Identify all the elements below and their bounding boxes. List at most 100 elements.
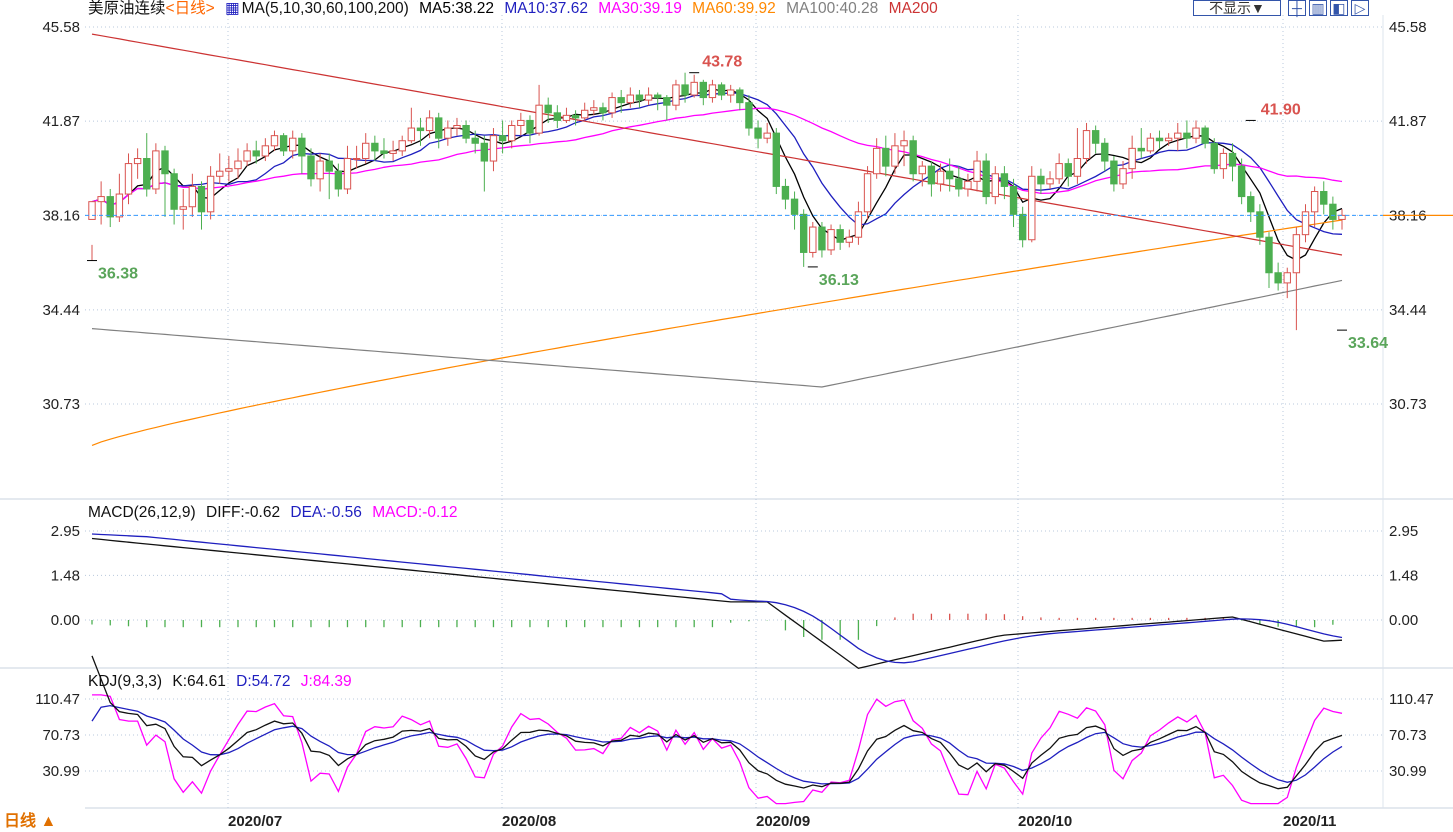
candle-down (143, 158, 151, 190)
candle-down (435, 117, 443, 139)
candle-down (307, 155, 315, 180)
low-annotation: 36.13 (819, 272, 859, 289)
candle-up (489, 135, 498, 162)
macd-diff-value: DIFF:-0.62 (206, 504, 281, 521)
y-tick-label-left: 30.73 (42, 396, 80, 413)
candle-down (571, 114, 580, 119)
candle-up (1046, 178, 1054, 185)
candle-up (809, 226, 817, 253)
y-tick-label-left: 41.87 (42, 113, 80, 130)
next-icon[interactable]: ▷ (1351, 0, 1369, 16)
candle-down (617, 97, 625, 104)
candle-down (498, 135, 507, 142)
candle-down (781, 185, 790, 200)
candle-down (526, 119, 534, 134)
candle-down (1183, 132, 1191, 139)
candle-up (1146, 137, 1155, 152)
candle-up (690, 81, 698, 96)
candle-down (754, 127, 762, 139)
candle-up (407, 127, 416, 142)
candle-up (562, 114, 571, 121)
candle-down (416, 127, 425, 132)
candle-up (1310, 191, 1319, 213)
ma10-line (91, 92, 1343, 235)
candle-down (170, 173, 178, 210)
candle-up (508, 125, 516, 142)
candle-up (225, 168, 233, 172)
candle-up (918, 165, 926, 175)
ma100-value: MA100:40.28 (786, 0, 879, 17)
y-tick-label-left: 0.00 (51, 612, 80, 629)
candle-up (179, 206, 187, 210)
candle-down (927, 165, 936, 185)
candle-up (1055, 163, 1063, 180)
candle-up (581, 109, 589, 119)
candle-up (1082, 130, 1091, 160)
candle-up (991, 173, 999, 198)
candle-up (261, 145, 270, 157)
kdj-k-value: K:64.61 (172, 673, 226, 690)
candle-down (298, 137, 306, 157)
low-annotation: 36.38 (98, 266, 138, 283)
high-annotation: 43.78 (702, 54, 742, 71)
candle-down (818, 226, 826, 251)
candle-up (1119, 168, 1127, 185)
y-tick-label-right: 30.99 (1389, 763, 1427, 780)
candle-up (124, 163, 133, 195)
candle-down (1037, 175, 1045, 185)
candle-up (343, 158, 352, 190)
candle-down (599, 107, 607, 114)
zoom-in-icon[interactable]: ▥ (1309, 0, 1327, 16)
kdj-params-label: KDJ(9,3,3) (88, 673, 163, 690)
candle-down (1137, 147, 1145, 152)
y-tick-label-right: 30.73 (1389, 396, 1427, 413)
candle-up (88, 201, 96, 220)
candle-down (1329, 203, 1337, 220)
y-tick-label-right: 0.00 (1389, 612, 1418, 629)
candle-down (1018, 213, 1027, 241)
x-tick-label: 2020/11 (1283, 813, 1336, 830)
x-tick-label: 2020/07 (228, 813, 282, 830)
candle-down (380, 150, 388, 154)
candle-up (827, 229, 835, 251)
candle-down (1000, 173, 1009, 187)
candle-down (471, 137, 479, 144)
y-tick-label-right: 34.44 (1389, 302, 1427, 319)
candle-up (1164, 137, 1173, 142)
candle-down (480, 142, 489, 162)
candle-down (1155, 137, 1164, 142)
ma60-value: MA60:39.92 (692, 0, 776, 17)
candle-down (106, 196, 114, 218)
display-select[interactable]: 不显示▼ (1193, 0, 1281, 16)
candle-up (1292, 234, 1301, 274)
candle-down (371, 142, 379, 152)
candle-up (316, 160, 324, 180)
candle-up (1301, 211, 1310, 236)
ma60-line (91, 219, 1343, 446)
candle-up (863, 173, 872, 213)
ma30-value: MA30:39.19 (598, 0, 682, 17)
candle-up (453, 125, 461, 129)
period-tab-daily[interactable]: 日线 ▲ (4, 813, 57, 830)
candle-up (726, 89, 735, 96)
candle-up (900, 140, 908, 147)
candle-up (1073, 158, 1082, 177)
candle-up (644, 94, 653, 101)
kdj-k-line (91, 655, 1343, 790)
zoom-out-icon[interactable]: ◧ (1330, 0, 1348, 16)
candle-up (398, 140, 406, 152)
candle-up (535, 104, 543, 134)
candle-up (243, 150, 251, 162)
candle-down (836, 229, 844, 243)
period-label: <日线> (165, 0, 215, 17)
candle-down (553, 112, 562, 121)
candle-down (1274, 272, 1282, 284)
kdj-j-line (92, 694, 1343, 805)
crosshair-icon[interactable]: ┼ (1288, 0, 1306, 16)
candle-down (1237, 165, 1246, 198)
candle-up (389, 150, 397, 154)
candle-up (517, 119, 525, 127)
ma200-value: MA200 (888, 0, 938, 17)
ma5-line (91, 88, 1343, 261)
